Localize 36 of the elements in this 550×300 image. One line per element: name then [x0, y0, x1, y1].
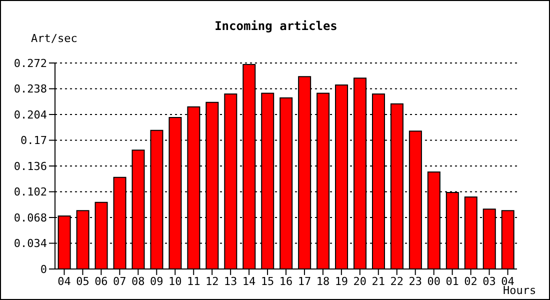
- x-tick-label: 20: [353, 274, 367, 288]
- x-tick-label: 08: [132, 274, 145, 288]
- x-tick-label: 15: [260, 274, 274, 288]
- x-tick-label: 23: [408, 274, 422, 288]
- y-tick-label: 0.034: [14, 237, 48, 250]
- x-tick-label: 19: [334, 274, 348, 288]
- x-tick-label: 01: [446, 274, 459, 288]
- y-tick-label: 0.238: [14, 82, 47, 96]
- x-axis-title: Hours: [503, 284, 536, 297]
- x-tick-label: 05: [76, 274, 90, 288]
- chart-title: Incoming articles: [214, 19, 338, 33]
- x-tick-label: 11: [186, 274, 200, 288]
- y-tick-label: 0.272: [14, 56, 47, 70]
- y-tick-label: 0: [40, 262, 47, 276]
- x-tick-label: 12: [205, 274, 219, 288]
- x-tick-label: 16: [279, 274, 293, 288]
- x-tick-label: 02: [464, 274, 478, 288]
- x-tick-label: 18: [316, 274, 330, 288]
- x-tick-label: 06: [94, 274, 108, 288]
- y-tick-label: 0.204: [14, 108, 48, 122]
- x-tick-label: 09: [150, 274, 164, 288]
- x-tick-label: 22: [390, 274, 404, 288]
- x-tick-label: 17: [298, 274, 312, 288]
- y-tick-label: 0.17: [20, 134, 47, 148]
- x-tick-label: 10: [168, 274, 182, 288]
- x-tick-label: 00: [427, 274, 440, 288]
- x-tick-label: 03: [482, 274, 496, 288]
- x-tick-label: 14: [242, 274, 256, 288]
- x-tick-label: 13: [224, 274, 238, 288]
- x-tick-label: 07: [113, 274, 126, 288]
- y-tick-label: 0.068: [14, 211, 47, 224]
- y-axis-title: Art/sec: [31, 32, 78, 45]
- y-tick-label: 0.102: [14, 186, 47, 199]
- y-tick-label: 0.136: [14, 160, 47, 173]
- x-tick-label: 04: [58, 274, 72, 288]
- x-tick-label: 21: [372, 274, 386, 288]
